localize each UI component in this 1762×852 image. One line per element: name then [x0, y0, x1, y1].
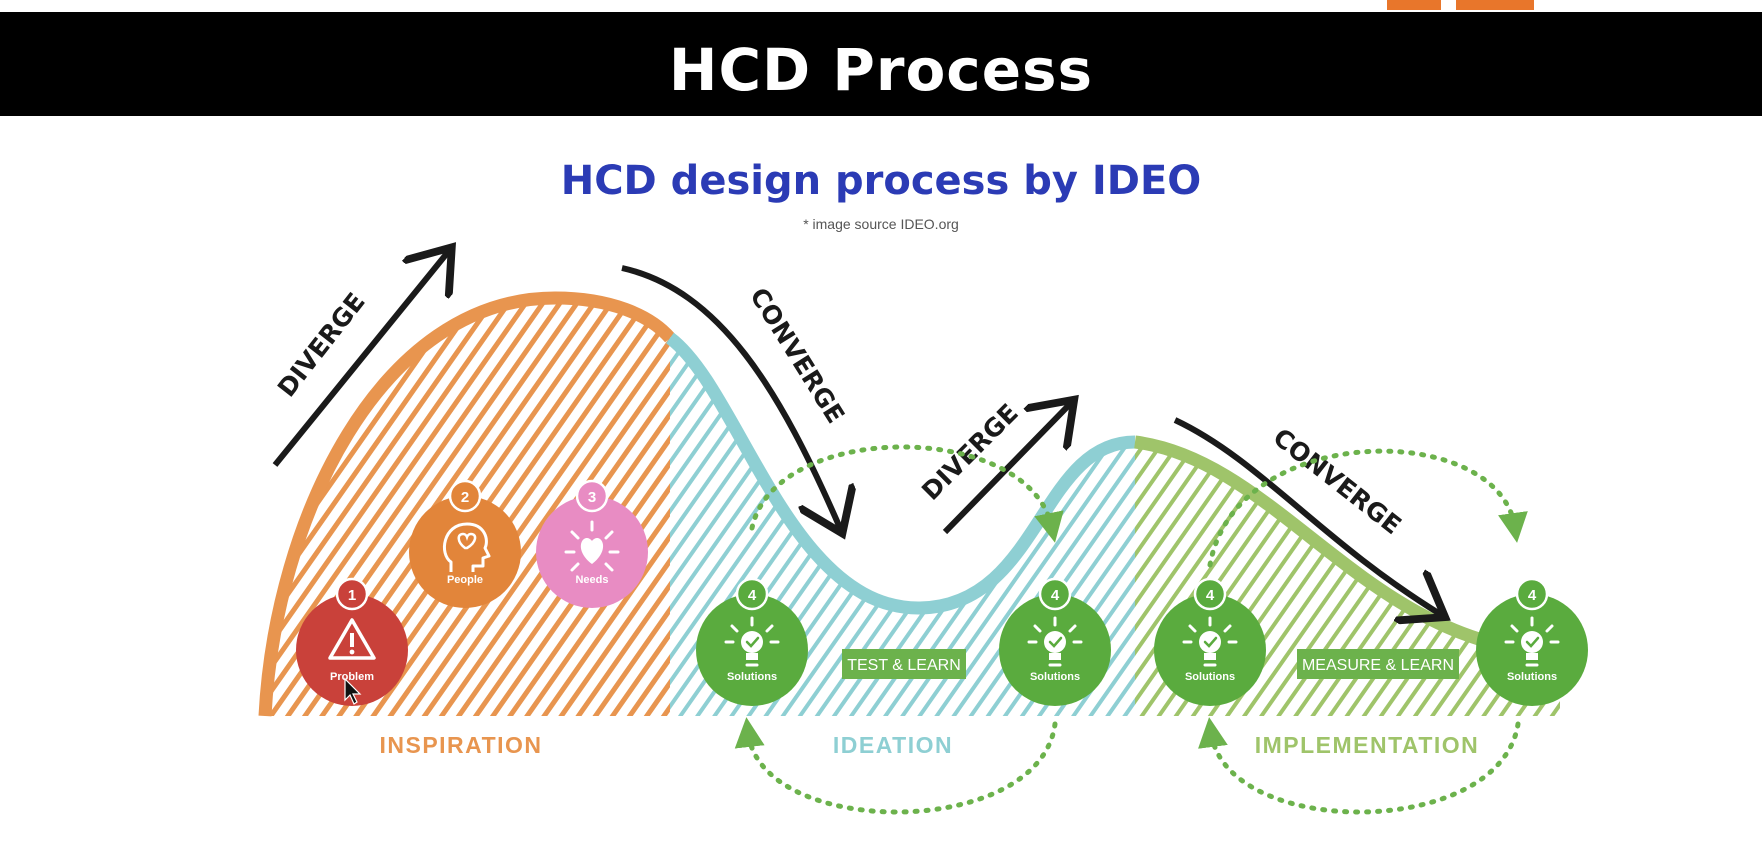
step-label: Needs	[575, 574, 608, 586]
converge-arrow-2	[1173, 417, 1440, 614]
converge-label-1: CONVERGE	[744, 283, 850, 429]
ideation-loop-bottom	[734, 717, 1058, 815]
step-problem: 1 Problem	[296, 577, 408, 706]
step-number: 4	[748, 587, 757, 604]
brand-logo-fragment: AUSTRALIA	[1387, 0, 1762, 12]
measure-learn-label: MEASURE & LEARN	[1302, 657, 1454, 674]
step-solutions-2: 4 Solutions	[999, 577, 1111, 706]
step-label: Problem	[330, 671, 374, 683]
phase-label-ideation: IDEATION	[833, 732, 953, 758]
converge-arrow-1	[621, 265, 840, 528]
step-number: 2	[461, 489, 469, 506]
step-solutions-4: 4 Solutions	[1476, 577, 1588, 706]
phase-label-inspiration: INSPIRATION	[379, 732, 542, 758]
step-label: Solutions	[1507, 671, 1557, 683]
diverge-arrow-2	[942, 404, 1070, 535]
diverge-label-1: DIVERGE	[272, 287, 371, 402]
step-label: Solutions	[1030, 671, 1080, 683]
step-number: 4	[1528, 587, 1537, 604]
implementation-loop-top	[1207, 448, 1528, 568]
lightbulb-icon	[1504, 616, 1560, 667]
implementation-loop-bottom	[1198, 717, 1521, 815]
step-number: 1	[348, 587, 356, 604]
step-solutions-3: 4 Solutions	[1154, 577, 1266, 706]
step-solutions-1: 4 Solutions	[696, 577, 808, 706]
page-title: HCD Process	[668, 36, 1094, 104]
figure-title: HCD design process by IDEO	[560, 158, 1202, 204]
image-credit: * image source IDEO.org	[803, 216, 959, 232]
ideation-curve	[665, 332, 1136, 615]
step-number: 4	[1051, 587, 1060, 604]
test-learn-badge: TEST & LEARN	[842, 649, 966, 679]
lightbulb-icon	[1027, 616, 1083, 667]
warning-icon	[328, 618, 376, 660]
lightbulb-icon	[1182, 616, 1238, 667]
logo-block-right	[1456, 0, 1534, 10]
logo-block-left	[1387, 0, 1441, 10]
step-needs: 3 Needs	[536, 479, 648, 608]
inspiration-curve	[258, 291, 675, 717]
step-label: Solutions	[727, 671, 777, 683]
test-learn-label: TEST & LEARN	[847, 657, 961, 674]
ideation-loop-top	[749, 444, 1064, 543]
step-number: 4	[1206, 587, 1215, 604]
step-label: People	[447, 574, 483, 586]
step-label: Solutions	[1185, 671, 1235, 683]
measure-learn-badge: MEASURE & LEARN	[1297, 649, 1459, 679]
step-number: 3	[588, 489, 596, 506]
head-heart-icon	[442, 522, 491, 572]
title-bar: HCD Process	[0, 12, 1762, 116]
diverge-arrow-1	[272, 252, 448, 467]
phase-label-implementation: IMPLEMENTATION	[1255, 732, 1480, 758]
lightbulb-icon	[724, 616, 780, 667]
mouse-cursor-icon	[344, 677, 362, 705]
heart-burst-icon	[564, 520, 620, 572]
diverge-label-2: DIVERGE	[916, 398, 1024, 506]
step-people: 2 People	[409, 479, 521, 608]
